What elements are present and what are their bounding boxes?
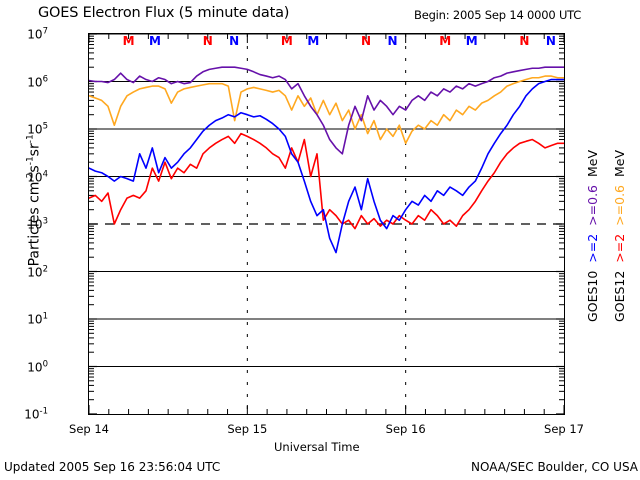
series-line [89, 66, 564, 155]
x-tick-label: Sep 15 [227, 422, 268, 436]
x-axis-label: Universal Time [274, 440, 360, 454]
y-tick-label: 106 [27, 74, 48, 89]
series-line [89, 132, 564, 230]
chart-title: GOES Electron Flux (5 minute data) [38, 5, 290, 21]
y-tick-label: 107 [27, 26, 48, 42]
legend-goes10: GOES10 >=2 >=0.6 MeV [585, 150, 600, 322]
plot-area [88, 33, 565, 415]
legend-goes12-e2: >=2 [612, 233, 627, 263]
y-tick-label: 103 [27, 216, 48, 232]
y-tick-label: 10-1 [24, 406, 48, 422]
legend-goes10-unit: MeV [585, 150, 600, 178]
legend-goes12-name: GOES12 [612, 270, 627, 322]
source-credit: NOAA/SEC Boulder, CO USA [471, 460, 638, 474]
storm-marker-m: M [122, 34, 135, 48]
storm-marker-n: N [229, 34, 240, 48]
x-tick-label: Sep 17 [544, 422, 584, 436]
x-tick-label: Sep 16 [385, 422, 426, 436]
y-tick-label: 104 [27, 169, 48, 184]
begin-time-label: Begin: 2005 Sep 14 0000 UTC [414, 8, 582, 22]
storm-marker-n: N [202, 34, 213, 48]
storm-marker-m: M [307, 34, 320, 48]
legend-goes12-unit: MeV [612, 150, 627, 178]
storm-marker-m: M [439, 34, 452, 48]
series-line [89, 75, 564, 145]
legend-goes10-name: GOES10 [585, 270, 600, 322]
y-tick-label: 101 [27, 311, 48, 327]
legend-goes10-e06: >=0.6 [585, 185, 600, 226]
legend-goes12-e06: >=0.6 [612, 185, 627, 226]
y-tick-label: 102 [27, 264, 48, 279]
legend-goes10-e2: >=2 [585, 233, 600, 263]
storm-marker-m: M [280, 34, 293, 48]
y-tick-label: 100 [27, 359, 48, 374]
flux-plot [89, 34, 564, 414]
series-line [89, 78, 564, 254]
storm-marker-n: N [361, 34, 372, 48]
storm-marker-m: M [465, 34, 478, 48]
legend-goes12: GOES12 >=2 >=0.6 MeV [612, 150, 627, 322]
storm-marker-n: N [387, 34, 398, 48]
storm-marker-n: N [519, 34, 530, 48]
x-tick-label: Sep 14 [69, 422, 109, 436]
y-tick-label: 105 [27, 121, 48, 137]
storm-marker-m: M [149, 34, 161, 48]
storm-marker-n: N [545, 34, 556, 48]
updated-timestamp: Updated 2005 Sep 16 23:56:04 UTC [4, 460, 221, 474]
